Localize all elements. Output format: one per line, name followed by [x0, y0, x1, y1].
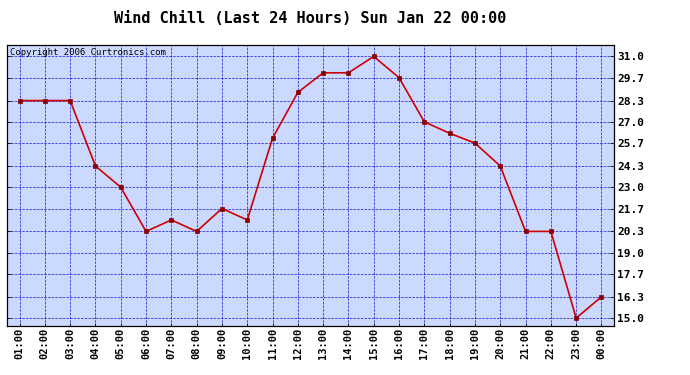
- Text: Copyright 2006 Curtronics.com: Copyright 2006 Curtronics.com: [10, 48, 166, 57]
- Text: Wind Chill (Last 24 Hours) Sun Jan 22 00:00: Wind Chill (Last 24 Hours) Sun Jan 22 00…: [115, 11, 506, 26]
